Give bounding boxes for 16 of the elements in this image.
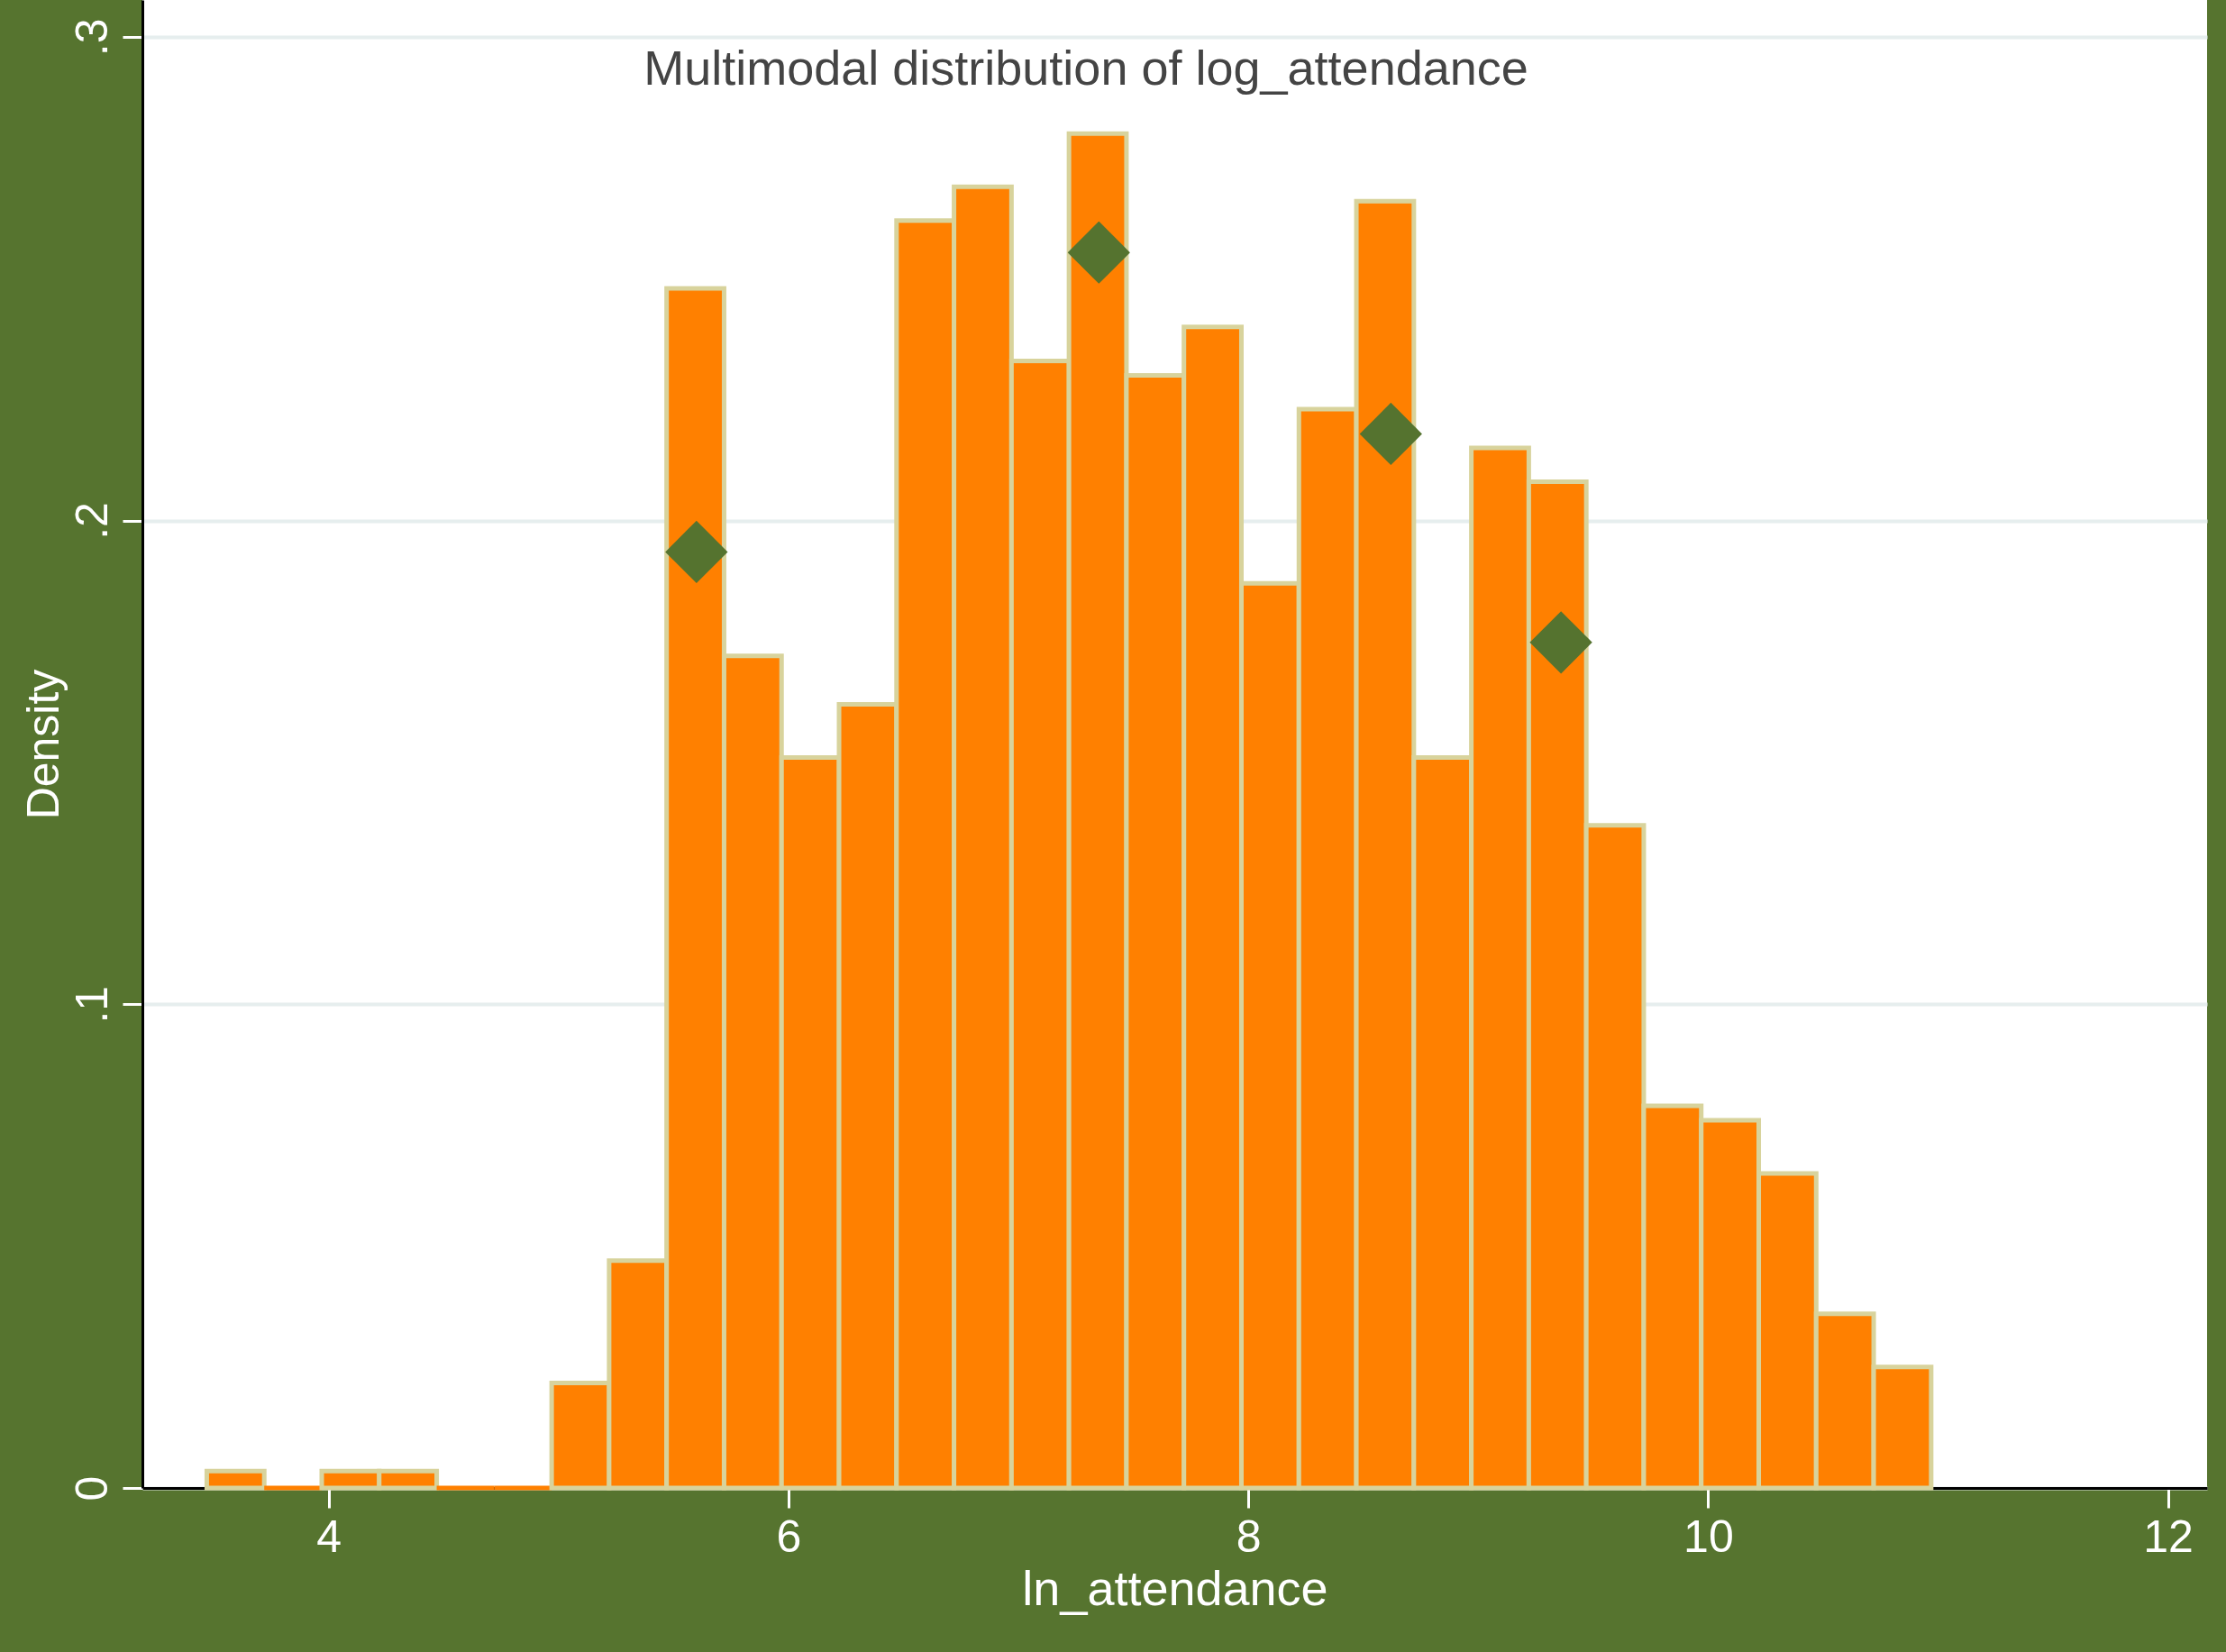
- text: Multimodal distribution of log_attendance: [643, 41, 1528, 95]
- y-axis-title: Density: [17, 669, 68, 820]
- x-tick-label: 10: [1683, 1511, 1734, 1562]
- x-tick-label: 6: [776, 1511, 802, 1562]
- x-tick-label: 12: [2143, 1511, 2194, 1562]
- point: [665, 520, 728, 584]
- point: [1359, 402, 1422, 466]
- y-tick-label: .1: [66, 985, 117, 1024]
- x-axis-title: ln_attendance: [1022, 1560, 1328, 1615]
- point: [1529, 611, 1592, 674]
- point: [1067, 221, 1130, 284]
- y-tick-label: .2: [66, 502, 117, 540]
- x-tick-label: 4: [316, 1511, 342, 1562]
- y-tick-label: 0: [66, 1475, 117, 1501]
- y-tick-label: .3: [66, 18, 117, 57]
- x-tick-label: 8: [1236, 1511, 1262, 1562]
